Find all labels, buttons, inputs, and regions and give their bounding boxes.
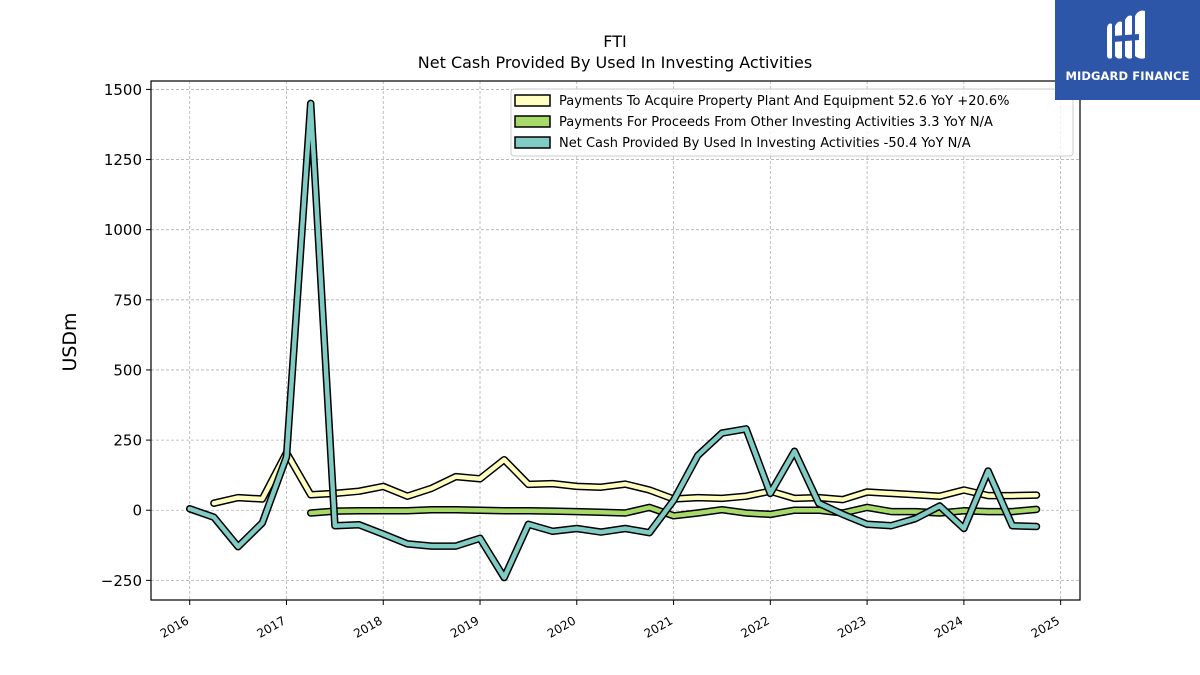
legend-label: Net Cash Provided By Used In Investing A…	[559, 136, 971, 151]
y-tick-label: 250	[113, 432, 142, 450]
y-axis: −250 0 250 500 750 1000 1250 1500	[101, 81, 151, 590]
brand-name: MIDGARD FINANCE	[1065, 69, 1190, 83]
y-axis-label: USDm	[59, 312, 81, 371]
chart-subtitle: Net Cash Provided By Used In Investing A…	[418, 53, 812, 72]
brand-logo: MIDGARD FINANCE	[1055, 0, 1200, 100]
plot-frame	[150, 80, 1081, 601]
legend-swatch	[514, 136, 551, 149]
legend-swatch	[514, 115, 551, 128]
series-layer	[185, 99, 1041, 582]
series-line	[308, 505, 1039, 519]
legend: Payments To Acquire Property Plant And E…	[510, 88, 1074, 157]
y-tick-label: 750	[113, 291, 142, 309]
legend-box	[510, 88, 1074, 157]
y-tick-label: 0	[132, 502, 142, 520]
legend-swatch	[514, 94, 551, 107]
brand-mark-icon	[1107, 10, 1145, 59]
chart-title: FTI	[603, 32, 626, 51]
y-tick-label: −250	[101, 572, 142, 590]
y-tick-label: 1250	[104, 151, 142, 169]
legend-label: Payments For Proceeds From Other Investi…	[559, 115, 993, 130]
legend-label: Payments To Acquire Property Plant And E…	[559, 94, 1010, 109]
y-tick-label: 500	[113, 361, 142, 379]
series-line	[187, 101, 1039, 580]
y-tick-label: 1000	[104, 221, 142, 239]
series-line	[211, 450, 1039, 506]
y-tick-label: 1500	[104, 81, 142, 99]
